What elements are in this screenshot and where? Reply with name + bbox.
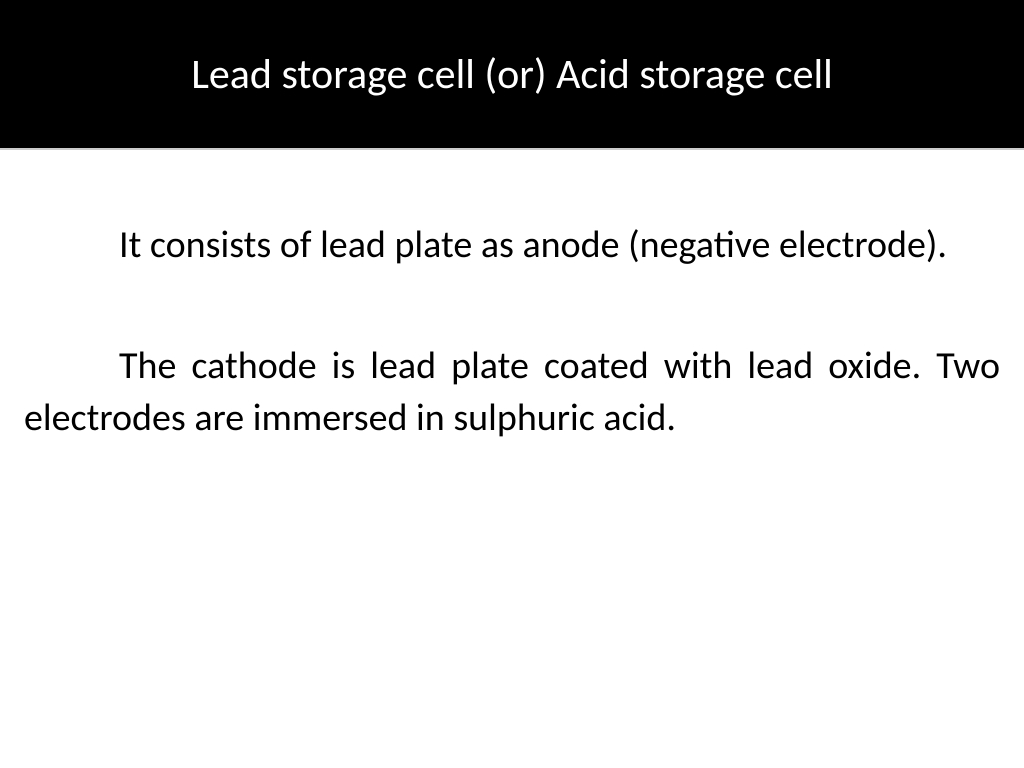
paragraph-2: The cathode is lead plate coated with le… <box>24 341 1000 444</box>
slide-title: Lead storage cell (or) Acid storage cell <box>191 49 833 100</box>
slide-body: It consists of lead plate as anode (nega… <box>0 150 1024 768</box>
slide-header: Lead storage cell (or) Acid storage cell <box>0 0 1024 150</box>
paragraph-1: It consists of lead plate as anode (nega… <box>24 220 1000 271</box>
